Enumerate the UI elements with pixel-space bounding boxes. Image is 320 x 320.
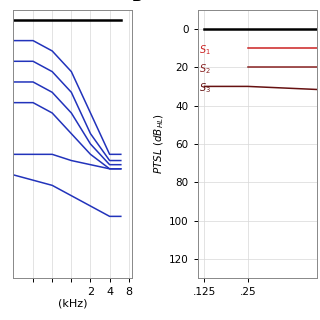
Y-axis label: $\mathit{PTSL}\ \mathit{(dB_{HL})}$: $\mathit{PTSL}\ \mathit{(dB_{HL})}$ xyxy=(152,114,166,174)
Text: $S_1$: $S_1$ xyxy=(199,43,211,57)
Text: B: B xyxy=(132,0,143,4)
Text: $S_2$: $S_2$ xyxy=(199,62,210,76)
X-axis label: (kHz): (kHz) xyxy=(58,299,87,309)
Text: $S_3$: $S_3$ xyxy=(199,81,211,95)
